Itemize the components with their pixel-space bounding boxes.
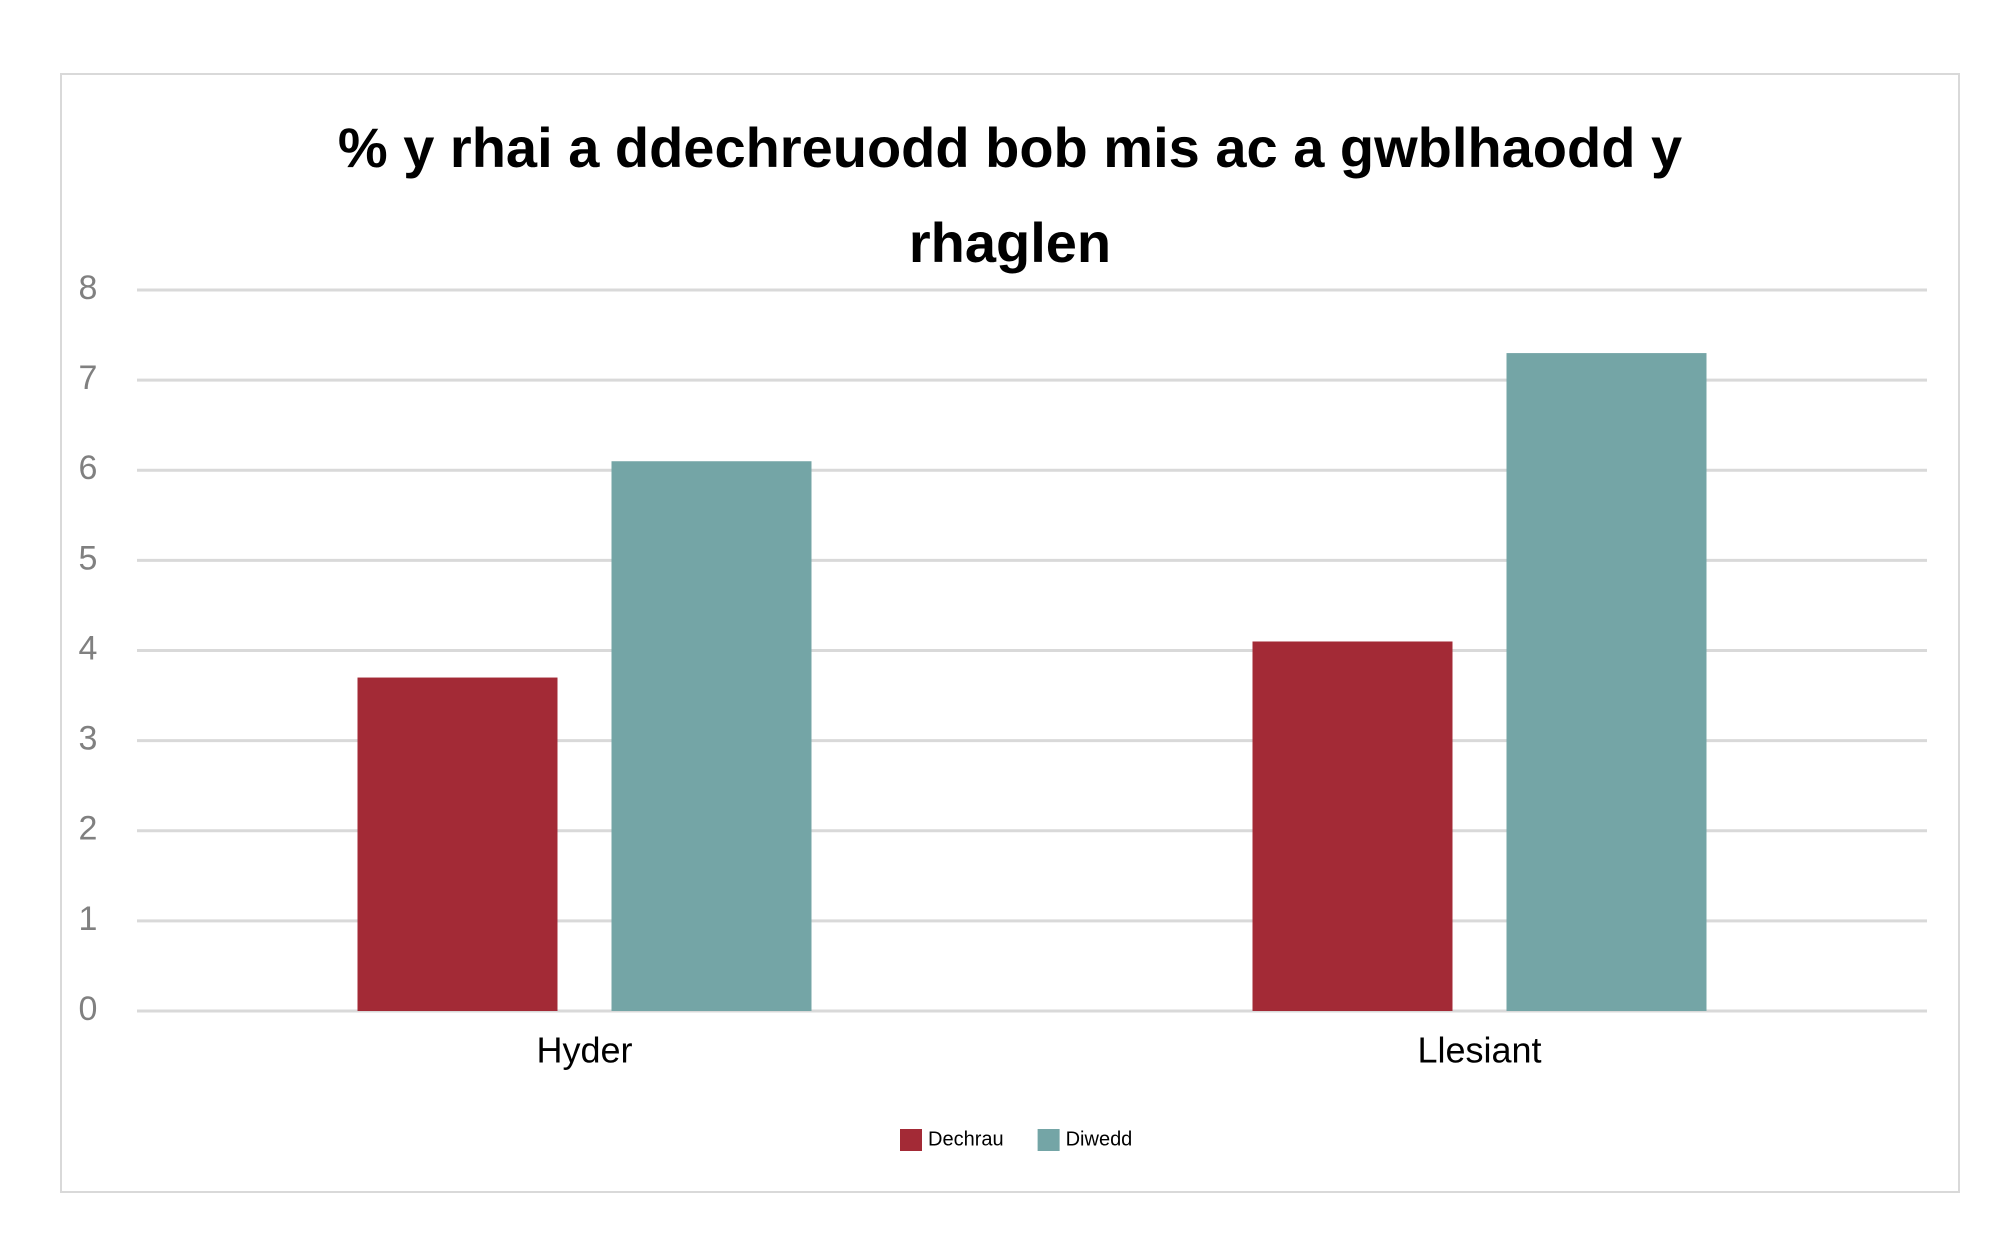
y-tick-label: 7	[79, 359, 98, 397]
chart-frame	[60, 73, 1960, 1193]
y-tick-label: 3	[79, 720, 98, 758]
legend-swatch	[1037, 1129, 1060, 1151]
bar	[611, 461, 812, 1011]
y-tick-label: 6	[79, 449, 98, 487]
y-tick-label: 4	[79, 629, 98, 667]
y-tick-label: 8	[79, 269, 98, 307]
legend-label: Diwedd	[1066, 1128, 1133, 1150]
x-tick-label: Hyder	[536, 1030, 632, 1071]
y-tick-label: 2	[79, 810, 98, 848]
legend-label: Dechrau	[928, 1128, 1004, 1150]
bar	[1252, 641, 1453, 1011]
y-tick-label: 0	[79, 990, 98, 1028]
x-tick-label: Llesiant	[1417, 1030, 1541, 1071]
bar	[1506, 353, 1707, 1011]
bar	[357, 677, 558, 1011]
legend-swatch	[900, 1129, 922, 1151]
chart-title: % y rhai a ddechreuodd bob mis ac a gwbl…	[337, 116, 1683, 274]
y-tick-label: 1	[79, 900, 98, 938]
y-tick-label: 5	[79, 539, 98, 577]
